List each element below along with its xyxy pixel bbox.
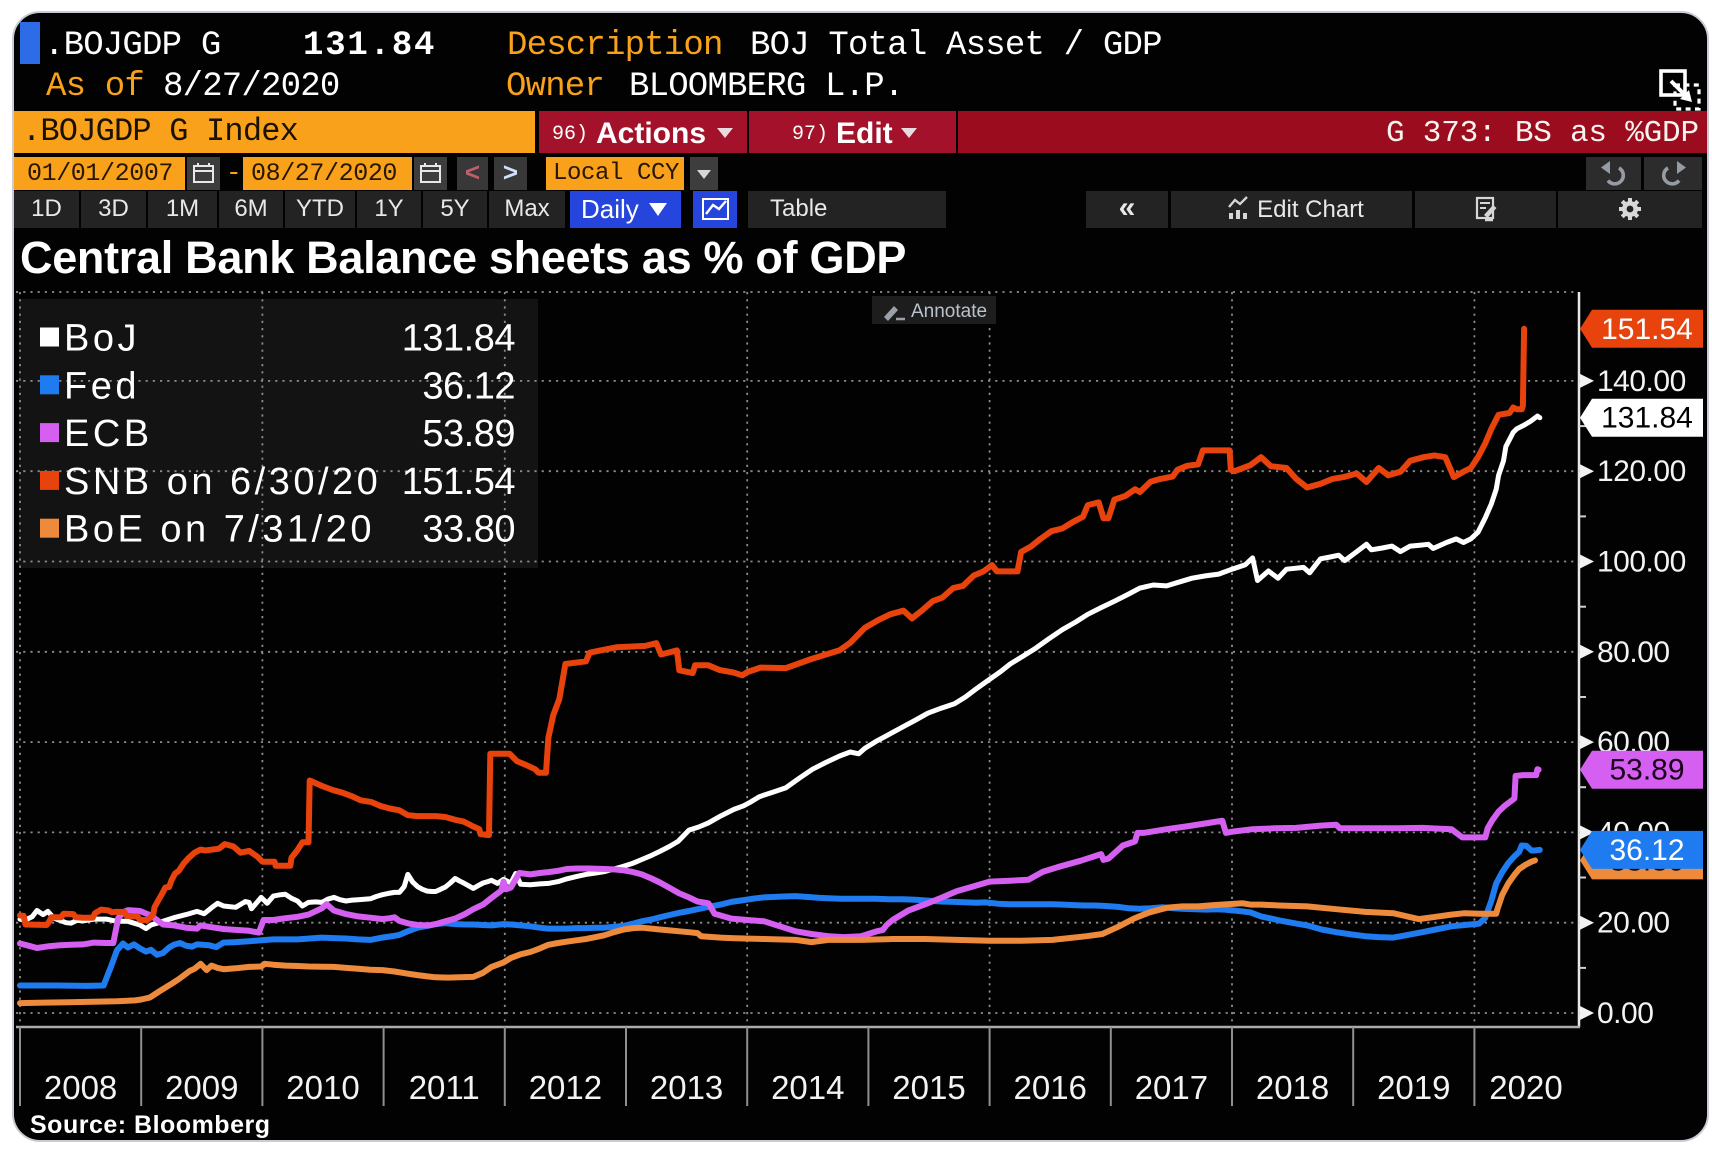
svg-text:33.80: 33.80 [422,509,515,551]
svg-text:Source: Bloomberg: Source: Bloomberg [30,1111,270,1139]
svg-text:2016: 2016 [1013,1069,1086,1106]
svg-text:53.89: 53.89 [422,413,515,455]
svg-text:100.00: 100.00 [1597,546,1686,579]
svg-text:SNB on 6/30/20: SNB on 6/30/20 [64,461,381,503]
svg-text:2015: 2015 [892,1069,965,1106]
svg-text:2008: 2008 [44,1069,117,1106]
svg-text:36.12: 36.12 [1609,834,1684,867]
svg-text:2014: 2014 [771,1069,844,1106]
svg-text:151.54: 151.54 [1601,313,1693,346]
svg-text:2017: 2017 [1135,1069,1208,1106]
svg-text:120.00: 120.00 [1597,455,1686,488]
svg-text:2012: 2012 [529,1069,602,1106]
svg-text:36.12: 36.12 [422,365,515,407]
svg-text:2018: 2018 [1256,1069,1329,1106]
svg-text:ECB: ECB [64,413,153,455]
svg-text:2019: 2019 [1377,1069,1450,1106]
svg-text:2020: 2020 [1489,1069,1562,1106]
svg-text:131.84: 131.84 [1601,402,1693,435]
svg-text:2009: 2009 [165,1069,238,1106]
svg-text:2013: 2013 [650,1069,723,1106]
svg-text:140.00: 140.00 [1597,365,1686,398]
svg-text:20.00: 20.00 [1597,907,1670,940]
svg-text:Fed: Fed [64,365,140,407]
svg-text:151.54: 151.54 [402,461,516,503]
svg-text:80.00: 80.00 [1597,636,1670,669]
svg-text:BoJ: BoJ [64,318,140,360]
svg-text:Annotate: Annotate [911,301,987,322]
svg-text:131.84: 131.84 [402,318,516,360]
svg-text:BoE on 7/31/20: BoE on 7/31/20 [64,509,375,551]
svg-text:2011: 2011 [409,1069,480,1106]
svg-text:53.89: 53.89 [1609,754,1684,787]
svg-text:2010: 2010 [286,1069,359,1106]
svg-text:0.00: 0.00 [1597,997,1653,1030]
